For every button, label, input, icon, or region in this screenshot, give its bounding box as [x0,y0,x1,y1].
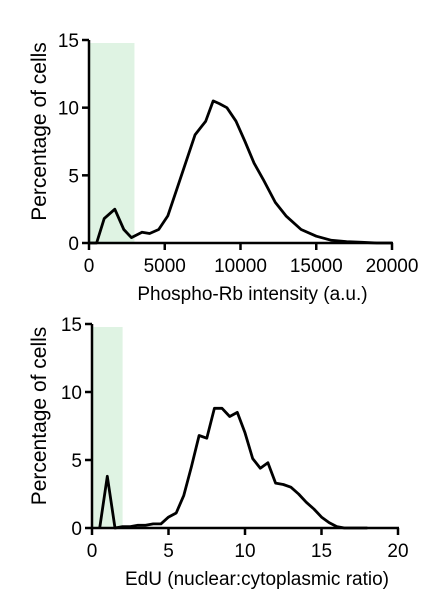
x-tick-label: 10 [234,541,255,562]
x-tick-label: 10000 [214,256,267,277]
y-tick-label: 10 [58,99,79,120]
x-tick-label: 15 [311,541,332,562]
gate-shaded-region [92,327,123,528]
x-tick-label: 5000 [144,256,186,277]
gate-shaded-region [89,43,135,243]
x-axis-title: Phospho-Rb intensity (a.u.) [137,284,367,305]
y-tick-label: 15 [58,31,79,52]
x-axis-ticks: 0 5 10 15 20 [87,528,409,562]
x-tick-label: 0 [87,541,98,562]
phospho-rb-series-line [89,99,392,245]
y-tick-label: 0 [68,234,79,255]
x-tick-label: 15000 [290,256,343,277]
y-tick-label: 5 [71,451,82,472]
x-axis-ticks: 0 5000 10000 15000 20000 [84,243,419,277]
y-axis-title: Percentage of cells [28,327,51,506]
x-tick-label: 5 [163,541,174,562]
chart-panel-phospho-rb: 0 5000 10000 15000 20000 0 5 10 15 Phospho-Rb i… [28,31,418,305]
edu-series-line [98,406,368,530]
chart-panel-edu: 0 5 10 15 20 0 5 10 15 EdU (nuclear:cytoplasmic… [28,315,409,590]
x-axis-title: EdU (nuclear:cytoplasmic ratio) [125,569,389,590]
y-tick-label: 10 [61,383,82,404]
y-axis-ticks: 0 5 10 15 [58,31,89,255]
y-axis-ticks: 0 5 10 15 [61,315,92,540]
y-tick-label: 5 [68,166,79,187]
y-axis-title: Percentage of cells [28,42,51,221]
y-tick-label: 0 [71,519,82,540]
x-tick-label: 20000 [366,256,419,277]
x-tick-label: 20 [387,541,408,562]
y-tick-label: 15 [61,315,82,336]
x-tick-label: 0 [84,256,95,277]
